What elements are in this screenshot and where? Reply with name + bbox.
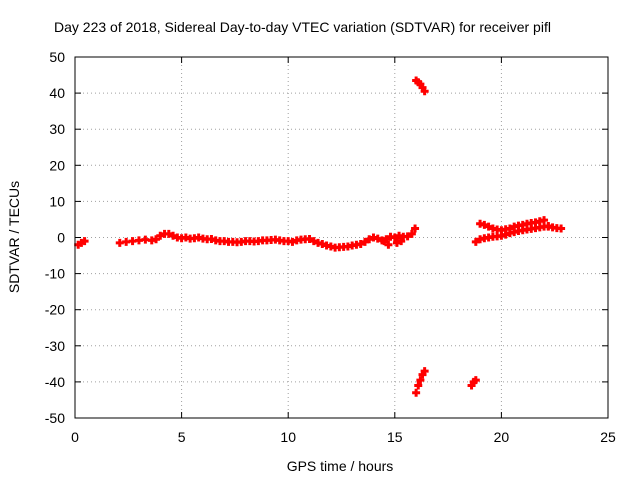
tick-labels: 0 5 10 15 20 25 50 40 30 20 10 0 -10 -20 -30 -40 -50 <box>45 49 616 445</box>
x-tick-label: 20 <box>494 429 510 445</box>
y-tick-label: -40 <box>45 374 65 390</box>
data-point <box>412 388 421 397</box>
data-point <box>152 235 161 244</box>
data-point <box>360 237 369 246</box>
data-point <box>156 231 165 240</box>
x-tick-label: 0 <box>71 429 79 445</box>
x-tick-label: 15 <box>387 429 403 445</box>
data-point <box>420 87 429 96</box>
chart-title: Day 223 of 2018, Sidereal Day-to-day VTE… <box>54 19 551 35</box>
y-tick-label: -10 <box>45 266 65 282</box>
data-point <box>471 237 480 246</box>
y-axis-label: SDTVAR / TECUs <box>6 181 22 293</box>
data-point <box>392 238 401 247</box>
data-point <box>484 222 493 231</box>
y-tick-label: 50 <box>49 49 65 65</box>
data-point <box>169 231 178 240</box>
data-point <box>420 367 429 376</box>
data-point <box>471 376 480 385</box>
data-point <box>80 237 89 246</box>
y-tick-label: -30 <box>45 338 65 354</box>
data-point <box>416 376 425 385</box>
y-tick-label: 20 <box>49 157 65 173</box>
data-point <box>390 233 399 242</box>
data-point <box>407 229 416 238</box>
plot-frame <box>74 56 609 419</box>
data-point <box>557 224 566 233</box>
x-tick-label: 10 <box>280 429 296 445</box>
data-point <box>380 237 389 246</box>
data-point <box>414 381 423 390</box>
data-point <box>365 235 374 244</box>
y-tick-label: 0 <box>57 230 65 246</box>
data-point <box>384 240 393 249</box>
data-point <box>411 224 420 233</box>
data-point <box>373 234 382 243</box>
y-tick-label: 40 <box>49 85 65 101</box>
y-tick-label: 30 <box>49 121 65 137</box>
data-points <box>74 76 566 397</box>
x-tick-label: 25 <box>600 429 616 445</box>
data-point <box>544 221 553 230</box>
data-point <box>480 220 489 229</box>
y-tick-label: -20 <box>45 302 65 318</box>
data-point <box>356 239 365 248</box>
y-tick-label: 10 <box>49 193 65 209</box>
x-axis-label: GPS time / hours <box>287 458 394 474</box>
data-point <box>164 229 173 238</box>
data-point <box>309 237 318 246</box>
data-point <box>397 237 406 246</box>
data-point <box>403 232 412 241</box>
x-tick-label: 5 <box>178 429 186 445</box>
data-point <box>305 234 314 243</box>
y-tick-label: -50 <box>45 410 65 426</box>
